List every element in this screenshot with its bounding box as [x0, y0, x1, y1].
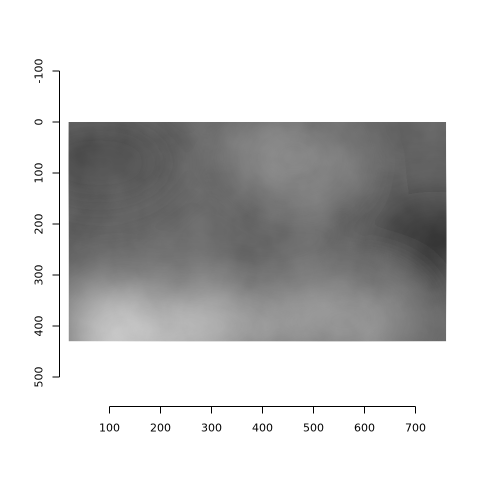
y-tick-label: 200	[33, 214, 46, 235]
y-axis: -100 0 100 200 300 400 500	[33, 59, 60, 388]
heatmap-texture	[69, 122, 446, 341]
heatmap-image	[15, 114, 480, 373]
y-tick-label: 500	[33, 367, 46, 388]
x-tick-label: 700	[405, 422, 426, 435]
x-tick-label: 100	[99, 422, 120, 435]
y-tick-label: 300	[33, 265, 46, 286]
x-tick-label: 400	[252, 422, 273, 435]
y-tick-label: 0	[33, 119, 46, 126]
y-tick-label: 400	[33, 316, 46, 337]
x-tick-label: 300	[201, 422, 222, 435]
x-tick-label: 500	[303, 422, 324, 435]
x-axis: 100 200 300 400 500 600 700	[99, 407, 426, 435]
x-tick-label: 600	[354, 422, 375, 435]
y-tick-label: 100	[33, 163, 46, 184]
x-tick-label: 200	[150, 422, 171, 435]
y-tick-label: -100	[33, 59, 46, 84]
